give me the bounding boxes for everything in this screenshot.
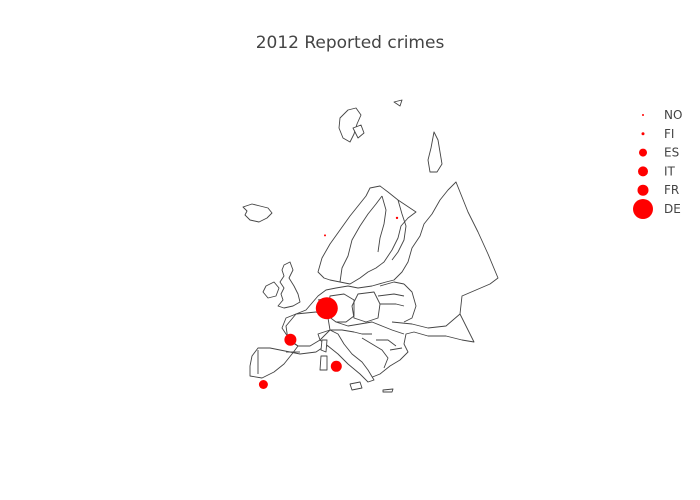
legend-item-no[interactable]: NO [642, 108, 682, 122]
island-novaya-zemlya [427, 131, 443, 173]
legend-label-fi: FI [664, 127, 674, 141]
border-baltics [377, 281, 405, 307]
border-finland-russia [391, 199, 407, 261]
island-franz-josef [393, 99, 403, 107]
legend-item-de[interactable]: DE [633, 199, 681, 219]
island-corsica [320, 339, 328, 353]
legend-item-es[interactable]: ES [639, 146, 679, 160]
europe-basemap [242, 99, 499, 393]
legend-label-es: ES [664, 146, 679, 160]
border-sweden-finland [377, 195, 387, 253]
border-balkans [361, 337, 403, 369]
legend-marker-fi [641, 132, 645, 136]
country-scandinavia [317, 185, 417, 285]
island-crete [382, 388, 394, 393]
legend-label-it: IT [664, 164, 676, 178]
legend-item-fr[interactable]: FR [637, 183, 680, 197]
border-belarus-russia [403, 283, 417, 323]
legend-label-no: NO [664, 108, 682, 122]
country-iceland [242, 203, 273, 223]
country-ireland [262, 281, 280, 299]
border-norway-sweden [339, 195, 383, 283]
bubble-fr[interactable] [284, 333, 297, 346]
bubble-it[interactable] [330, 360, 342, 372]
legend-label-fr: FR [664, 183, 679, 197]
legend-marker-it [638, 166, 648, 177]
island-sicily [349, 381, 363, 391]
island-sardinia [319, 355, 328, 371]
bubble-no[interactable] [324, 234, 326, 237]
border-poland [351, 291, 381, 323]
legend-item-it[interactable]: IT [638, 164, 676, 178]
chart-title: 2012 Reported crimes [255, 33, 445, 53]
island-svalbard-2 [352, 124, 365, 139]
legend: NO FI ES IT FR DE [633, 108, 682, 219]
legend-marker-de [633, 199, 653, 219]
legend-label-de: DE [664, 202, 681, 216]
country-great-britain [277, 261, 301, 309]
country-mainland [249, 181, 499, 379]
bubble-fi[interactable] [395, 216, 399, 220]
legend-marker-fr [637, 184, 649, 196]
country-italy [317, 329, 375, 383]
bubble-de[interactable] [315, 297, 338, 320]
legend-marker-es [639, 148, 647, 157]
bubble-es[interactable] [258, 380, 268, 389]
border-ukraine [391, 313, 461, 329]
border-alps [330, 329, 372, 335]
crime-bubbles [258, 216, 399, 389]
legend-item-fi[interactable]: FI [641, 127, 675, 141]
border-central [335, 321, 405, 335]
legend-marker-no [642, 114, 644, 116]
